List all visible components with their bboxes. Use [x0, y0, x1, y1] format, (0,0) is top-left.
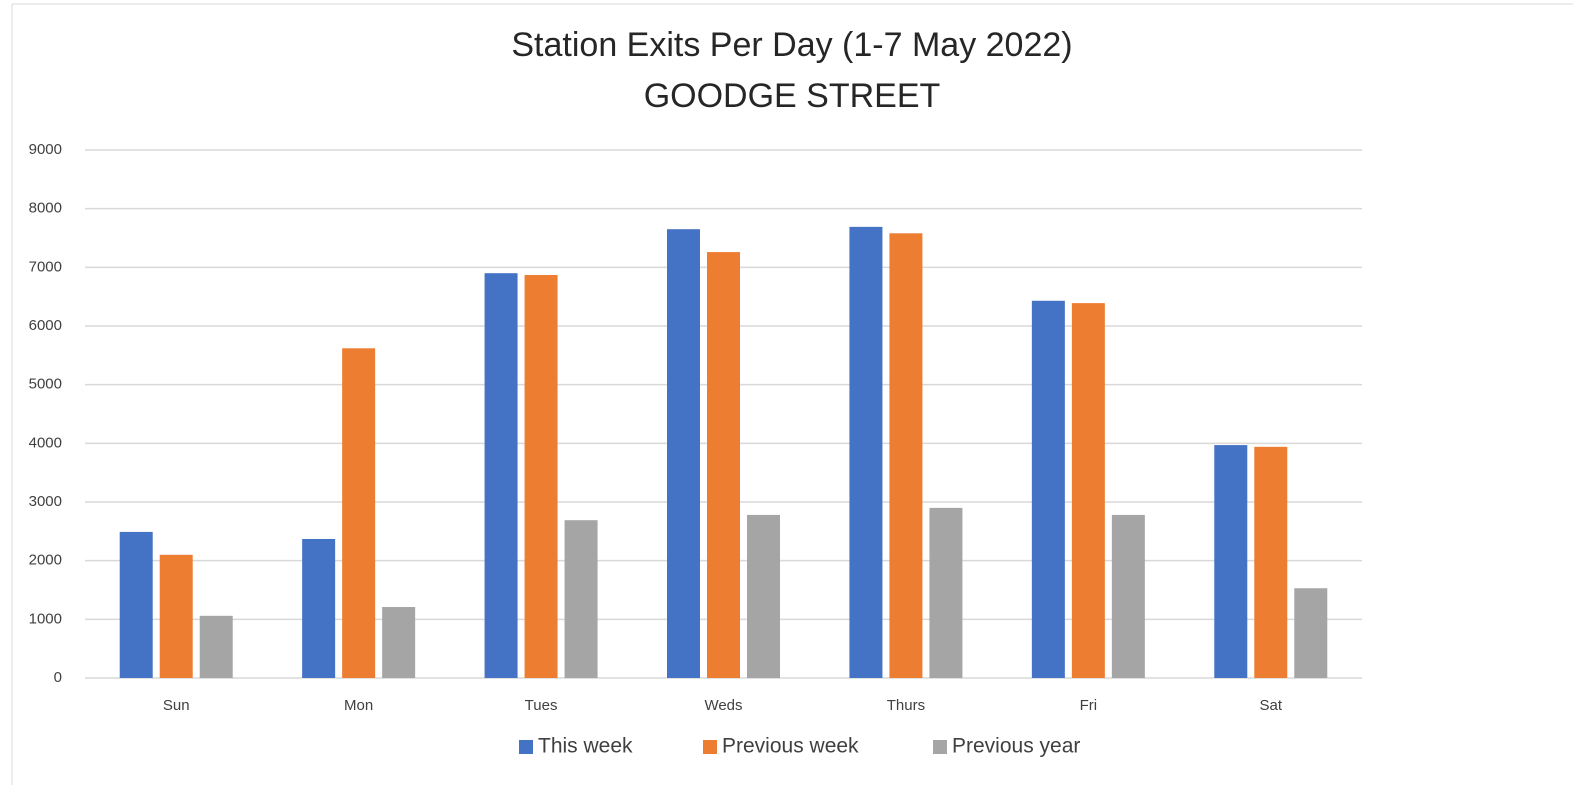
legend-label: This week	[538, 735, 633, 758]
y-tick-label: 6000	[29, 317, 62, 334]
x-tick-label: Weds	[704, 697, 742, 714]
x-tick-label: Mon	[344, 697, 373, 714]
bar	[524, 274, 558, 678]
bar	[667, 229, 700, 678]
y-tick-label: 2000	[29, 552, 62, 569]
bar	[382, 607, 416, 678]
legend-swatch	[933, 740, 947, 754]
x-tick-label: Sun	[163, 697, 190, 714]
bar	[1071, 303, 1105, 678]
x-tick-label: Tues	[525, 697, 558, 714]
legend-label: Previous week	[722, 735, 859, 758]
bar	[707, 252, 740, 678]
bar	[1254, 446, 1288, 678]
y-tick-label: 0	[54, 669, 62, 686]
bar	[1294, 588, 1328, 678]
x-tick-label: Thurs	[887, 697, 925, 714]
bar	[1031, 300, 1065, 678]
legend-swatch	[703, 740, 717, 754]
bar	[199, 615, 233, 678]
bar	[564, 520, 598, 678]
bar	[1214, 445, 1248, 678]
x-tick-label: Sat	[1260, 697, 1283, 714]
y-tick-label: 7000	[29, 258, 62, 275]
chart-title: Station Exits Per Day (1-7 May 2022)	[511, 26, 1072, 64]
bar	[484, 273, 518, 678]
chart-subtitle: GOODGE STREET	[644, 77, 941, 115]
y-tick-label: 1000	[29, 610, 62, 627]
y-tick-label: 4000	[29, 434, 62, 451]
y-tick-label: 3000	[29, 493, 62, 510]
bar	[747, 514, 780, 678]
y-tick-label: 8000	[29, 200, 62, 217]
chart-frame	[11, 3, 1573, 785]
legend-swatch	[519, 740, 533, 754]
bar	[849, 226, 883, 678]
bar	[1111, 514, 1145, 678]
bar	[342, 348, 376, 678]
y-tick-label: 5000	[29, 376, 62, 393]
bar	[302, 538, 336, 678]
bar	[889, 233, 923, 678]
bar	[159, 554, 193, 678]
legend-label: Previous year	[952, 735, 1080, 758]
y-tick-label: 9000	[29, 141, 62, 158]
bar	[929, 507, 963, 678]
bar	[119, 531, 153, 678]
x-tick-label: Fri	[1080, 697, 1098, 714]
